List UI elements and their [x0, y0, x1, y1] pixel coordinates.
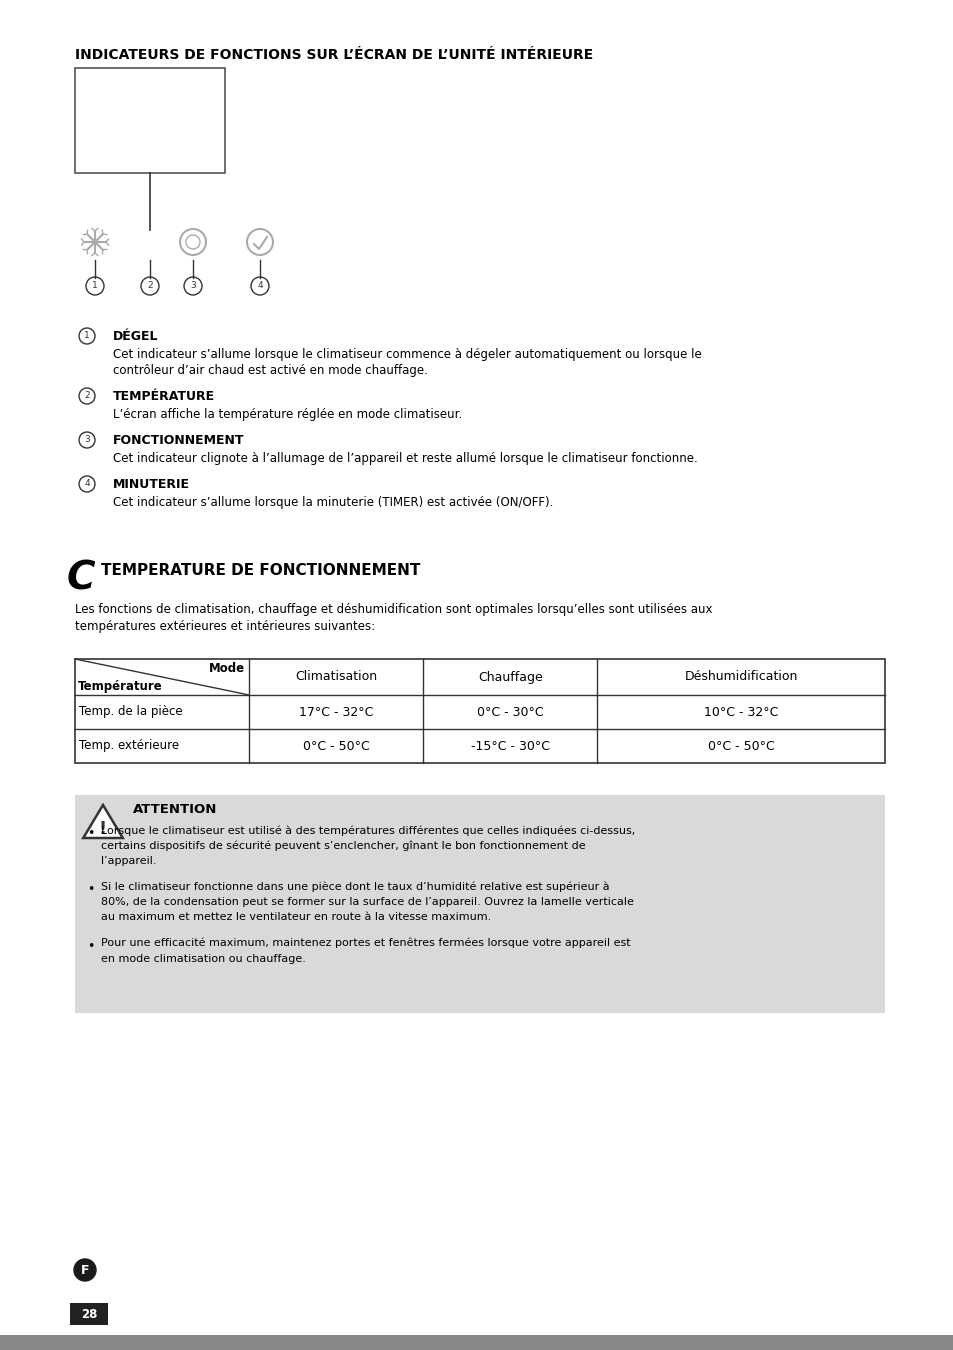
Text: TEMPERATURE DE FONCTIONNEMENT: TEMPERATURE DE FONCTIONNEMENT [101, 563, 420, 578]
Text: températures extérieures et intérieures suivantes:: températures extérieures et intérieures … [75, 620, 375, 633]
Text: MINUTERIE: MINUTERIE [112, 478, 190, 491]
Text: L’écran affiche la température réglée en mode climatiseur.: L’écran affiche la température réglée en… [112, 408, 462, 421]
Text: -15°C - 30°C: -15°C - 30°C [471, 740, 549, 752]
Text: Temp. extérieure: Temp. extérieure [79, 740, 179, 752]
Text: !: ! [99, 819, 107, 838]
Text: Les fonctions de climatisation, chauffage et déshumidification sont optimales lo: Les fonctions de climatisation, chauffag… [75, 603, 712, 616]
Text: F: F [81, 1264, 90, 1277]
Text: certains dispositifs de sécurité peuvent s’enclencher, gînant le bon fonctionnem: certains dispositifs de sécurité peuvent… [101, 841, 585, 850]
Text: TEMPÉRATURE: TEMPÉRATURE [112, 390, 214, 404]
Text: 3: 3 [190, 282, 195, 290]
Circle shape [74, 1260, 96, 1281]
Text: DÉGEL: DÉGEL [112, 329, 158, 343]
Text: 10°C - 32°C: 10°C - 32°C [703, 706, 778, 718]
Text: l’appareil.: l’appareil. [101, 856, 156, 865]
Bar [75, 659, 884, 763]
Text: Climatisation: Climatisation [294, 671, 376, 683]
Text: Temp. de la pièce: Temp. de la pièce [79, 706, 182, 718]
Text: •: • [87, 940, 94, 953]
Bar [75, 68, 225, 173]
Text: 0°C - 50°C: 0°C - 50°C [707, 740, 774, 752]
Bar [70, 1303, 108, 1324]
Text: en mode climatisation ou chauffage.: en mode climatisation ou chauffage. [101, 953, 306, 964]
Text: 0°C - 30°C: 0°C - 30°C [476, 706, 543, 718]
Text: 0°C - 50°C: 0°C - 50°C [302, 740, 369, 752]
Text: ATTENTION: ATTENTION [132, 803, 217, 815]
Text: •: • [87, 828, 94, 840]
Text: Déshumidification: Déshumidification [684, 671, 797, 683]
Polygon shape [83, 805, 123, 838]
Bar [75, 795, 884, 1012]
Text: 4: 4 [84, 479, 90, 489]
Text: INDICATEURS DE FONCTIONS SUR L’ÉCRAN DE L’UNITÉ INTÉRIEURE: INDICATEURS DE FONCTIONS SUR L’ÉCRAN DE … [75, 49, 593, 62]
Bar [0, 1335, 953, 1350]
Text: 28: 28 [81, 1308, 97, 1320]
Text: Chauffage: Chauffage [477, 671, 542, 683]
Text: Mode: Mode [209, 662, 245, 675]
Text: 4: 4 [257, 282, 262, 290]
Text: 80%, de la condensation peut se former sur la surface de l’appareil. Ouvrez la l: 80%, de la condensation peut se former s… [101, 896, 633, 907]
Text: 1: 1 [84, 332, 90, 340]
Text: 3: 3 [84, 436, 90, 444]
Text: contrôleur d’air chaud est activé en mode chauffage.: contrôleur d’air chaud est activé en mod… [112, 364, 428, 377]
Text: Cet indicateur s’allume lorsque la minuterie (TIMER) est activée (ON/OFF).: Cet indicateur s’allume lorsque la minut… [112, 495, 553, 509]
Text: Si le climatiseur fonctionne dans une pièce dont le taux d’humidité relative est: Si le climatiseur fonctionne dans une pi… [101, 882, 609, 892]
Text: 2: 2 [147, 282, 152, 290]
Text: Cet indicateur clignote à l’allumage de l’appareil et reste allumé lorsque le cl: Cet indicateur clignote à l’allumage de … [112, 452, 697, 464]
Text: Cet indicateur s’allume lorsque le climatiseur commence à dégeler automatiquemen: Cet indicateur s’allume lorsque le clima… [112, 348, 701, 360]
Text: Lorsque le climatiseur est utilisé à des températures différentes que celles ind: Lorsque le climatiseur est utilisé à des… [101, 825, 635, 836]
Text: 2: 2 [84, 392, 90, 401]
Text: au maximum et mettez le ventilateur en route à la vitesse maximum.: au maximum et mettez le ventilateur en r… [101, 913, 491, 922]
Text: •: • [87, 883, 94, 896]
Text: C: C [67, 559, 95, 597]
Text: 17°C - 32°C: 17°C - 32°C [298, 706, 373, 718]
Text: Température: Température [78, 680, 163, 693]
Text: Pour une efficacité maximum, maintenez portes et fenêtres fermées lorsque votre : Pour une efficacité maximum, maintenez p… [101, 938, 630, 949]
Text: FONCTIONNEMENT: FONCTIONNEMENT [112, 433, 244, 447]
Text: 1: 1 [92, 282, 98, 290]
